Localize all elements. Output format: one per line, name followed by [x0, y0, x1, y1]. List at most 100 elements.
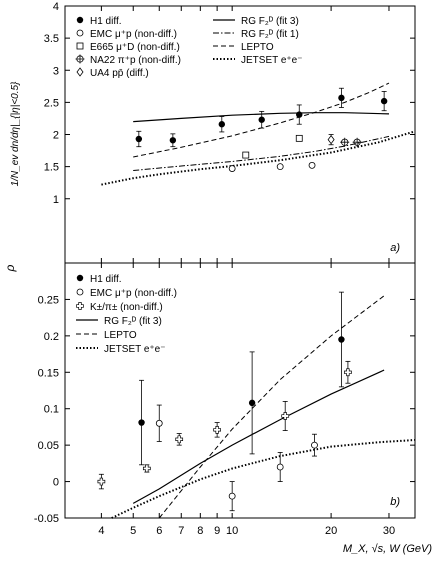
- legend-label: EMC μ⁺p (non-diff.): [90, 29, 177, 40]
- data-point: [248, 399, 256, 407]
- data-point: [308, 161, 316, 169]
- legend-label: RG F₂ᴰ (fit 1): [241, 29, 299, 40]
- top-y-tick-label: 2.5: [44, 97, 59, 109]
- legend-marker: [76, 288, 84, 296]
- data-point: [311, 441, 318, 449]
- bottom-series-h1-diff: [138, 291, 345, 466]
- legend-marker: [75, 54, 85, 64]
- x-tick-label: 10: [226, 525, 238, 537]
- legend-item-emc-p-non-diff: EMC μ⁺p (non-diff.): [76, 288, 177, 299]
- top-y-axis-label: 1/N_ev dn/dη|_{|η|<0.5}: [10, 81, 21, 186]
- legend-label: E665 μ⁺D (non-diff.): [90, 42, 180, 53]
- data-point: [281, 412, 290, 420]
- legend-marker: [76, 42, 84, 50]
- legend-marker: [76, 274, 84, 282]
- legend-label: LEPTO: [104, 330, 137, 341]
- bottom-panel: ρ b) H1 diff. EMC μ⁺p (non-diff.) K±/π± (n…: [3, 262, 416, 537]
- data-point: [138, 419, 145, 426]
- legend-item-na22-p-non-diff: NA22 π⁺p (non-diff.): [75, 54, 181, 66]
- bottom-y-tick-label: -0.05: [34, 513, 59, 525]
- bottom-plot-area: -0.05 0 0.05 0.1 0.15 0.2 0.25: [34, 263, 416, 525]
- data-point: [228, 492, 236, 500]
- legend-item-jetset-e-e: JETSET e⁺e⁻: [76, 344, 166, 355]
- top-plot-area: 1 1.5 2 2.5 3 3.5 4: [44, 1, 416, 263]
- legend-label: H1 diff.: [90, 16, 122, 27]
- data-point: [340, 137, 350, 147]
- legend-label: LEPTO: [241, 42, 274, 53]
- data-point: [338, 94, 345, 102]
- legend-marker: [76, 302, 84, 310]
- x-axis-ticks: 4 5 6 7 8 9 10 20 30: [98, 525, 395, 537]
- bottom-y-tick-label: 0.05: [38, 440, 59, 452]
- data-point: [258, 116, 265, 123]
- bottom-y-tick-label: 0.15: [38, 367, 59, 379]
- data-point: [296, 111, 303, 118]
- top-series-ua4-pp-diff: [327, 134, 335, 146]
- data-point: [142, 464, 151, 473]
- legend-label: UA4 pp̄ (diff.): [90, 68, 149, 79]
- data-point: [155, 419, 163, 427]
- bottom-panel-frame: [64, 262, 416, 519]
- data-point: [327, 134, 335, 145]
- top-series-emc-p-non-diff: [228, 161, 316, 172]
- legend-item-ua4-pp-diff: UA4 pp̄ (diff.): [76, 67, 149, 79]
- bottom-y-tick-label: 0.1: [44, 404, 59, 416]
- bottom-curve-jetset-e-e: [111, 439, 416, 519]
- data-point: [213, 425, 221, 434]
- bottom-legend: H1 diff. EMC μ⁺p (non-diff.) K±/π± (non-di…: [76, 274, 177, 355]
- legend-item-lepto: LEPTO: [76, 330, 137, 341]
- data-point: [175, 435, 184, 444]
- legend-item-rg-f-fit-3: RG F₂ᴰ (fit 3): [76, 316, 162, 327]
- top-series-na22-p-non-diff: [340, 137, 362, 147]
- bottom-y-tick-label: 0.2: [44, 331, 59, 343]
- x-tick-label: 30: [383, 525, 395, 537]
- legend-label: RG F₂ᴰ (fit 3): [104, 316, 162, 327]
- bottom-y-tick-label: 0.25: [38, 294, 59, 306]
- top-curve-rg-f-fit-1: [133, 135, 390, 171]
- top-series-h1-diff: [135, 87, 388, 148]
- data-point: [97, 477, 106, 486]
- bottom-curve-rg-f-fit-3: [132, 369, 385, 504]
- legend-item-rg-f-fit-3: RG F₂ᴰ (fit 3): [213, 16, 299, 27]
- legend-label: RG F₂ᴰ (fit 3): [241, 16, 299, 27]
- bottom-y-axis-label: ρ: [3, 264, 17, 272]
- legend-label: JETSET e⁺e⁻: [241, 55, 303, 66]
- legend-item-lepto: LEPTO: [213, 42, 274, 53]
- bottom-series-k-non-diff: [97, 360, 352, 490]
- data-point: [295, 134, 303, 142]
- top-y-tick-label: 4: [53, 1, 59, 13]
- top-panel: 1/N_ev dn/dη|_{|η|<0.5} a) H1 diff. EMC μ…: [10, 1, 416, 264]
- top-y-tick-label: 3.5: [44, 33, 59, 45]
- data-point: [218, 121, 226, 128]
- top-y-tick-label: 1.5: [44, 162, 59, 174]
- data-point: [276, 463, 284, 471]
- data-point: [242, 151, 250, 159]
- data-point: [276, 163, 284, 171]
- legend-item-k-non-diff: K±/π± (non-diff.): [76, 302, 163, 313]
- bottom-y-tick-label: 0: [53, 477, 59, 489]
- legend-label: NA22 π⁺p (non-diff.): [90, 55, 181, 66]
- top-y-tick-label: 1: [53, 194, 59, 206]
- legend-label: JETSET e⁺e⁻: [104, 344, 166, 355]
- top-y-tick-label: 3: [53, 65, 59, 77]
- data-point: [228, 165, 236, 172]
- x-tick-label: 9: [214, 525, 220, 537]
- bottom-panel-tag: b): [390, 496, 400, 508]
- x-axis-label: M_X, √s, W (GeV): [343, 543, 432, 555]
- legend-marker: [76, 67, 84, 77]
- x-tick-label: 5: [130, 525, 136, 537]
- top-panel-tag: a): [390, 242, 400, 254]
- legend-label: H1 diff.: [90, 274, 122, 285]
- top-y-label: 1/N_ev dn/dη|_{|η|<0.5}: [10, 81, 21, 186]
- legend-label: K±/π± (non-diff.): [90, 302, 163, 313]
- data-point: [338, 336, 345, 343]
- legend-marker: [76, 16, 84, 24]
- legend-item-rg-f-fit-1: RG F₂ᴰ (fit 1): [213, 29, 299, 40]
- top-y-tick-label: 2: [53, 130, 59, 142]
- x-tick-label: 8: [197, 525, 203, 537]
- top-legend: H1 diff. EMC μ⁺p (non-diff.) E665 μ⁺D (non…: [75, 16, 303, 79]
- legend-item-e665-d-non-diff: E665 μ⁺D (non-diff.): [76, 42, 180, 53]
- data-point: [380, 97, 388, 105]
- x-tick-label: 4: [98, 525, 104, 537]
- x-tick-label: 20: [325, 525, 337, 537]
